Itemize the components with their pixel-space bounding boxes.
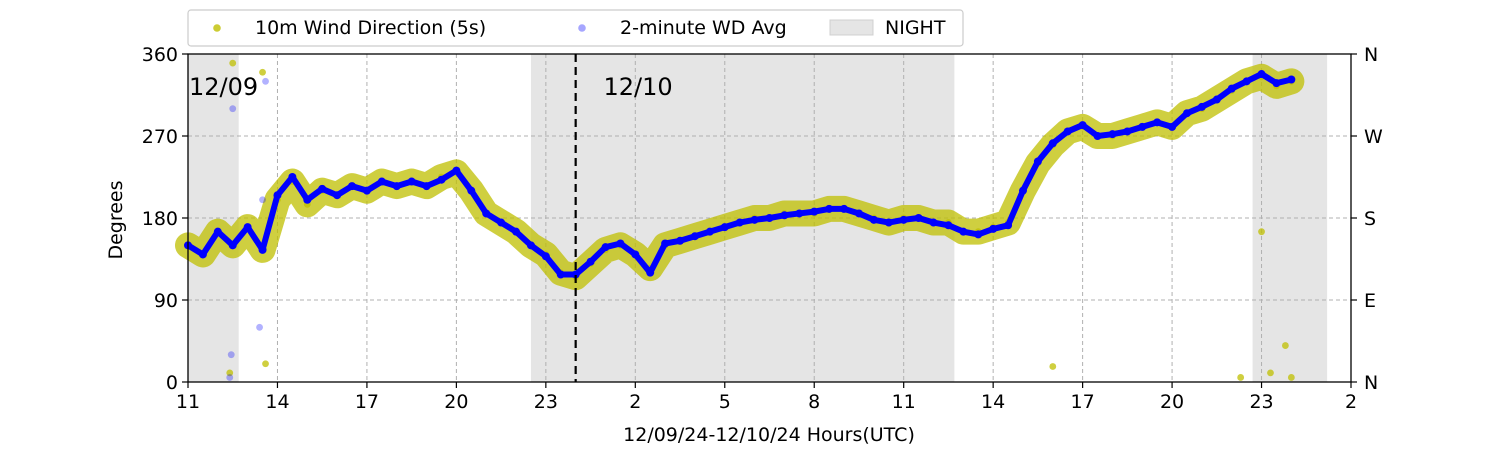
series-layer xyxy=(175,59,1305,381)
x-tick-label-11: 20 xyxy=(1160,391,1184,413)
y-tick-label-4: 360 xyxy=(142,44,178,66)
x-tick-label-10: 17 xyxy=(1071,391,1095,413)
y-tick-label-1: 90 xyxy=(154,290,178,312)
x-tick-label-12: 23 xyxy=(1249,391,1273,413)
outlier-point xyxy=(1237,374,1245,381)
outlier-point xyxy=(256,323,263,331)
outlier-point xyxy=(229,59,237,67)
outlier-point xyxy=(1267,369,1274,377)
y-tick-label-3: 270 xyxy=(142,126,178,148)
x-tick-label-7: 8 xyxy=(808,391,820,413)
x-axis-label: 12/09/24-12/10/24 Hours(UTC) xyxy=(623,424,915,446)
outlier-point xyxy=(1049,363,1057,370)
legend-box xyxy=(187,9,964,47)
date-label-0: 12/09 xyxy=(189,73,258,101)
legend-label-0: 10m Wind Direction (5s) xyxy=(255,17,486,39)
x-tick-label-5: 2 xyxy=(629,391,641,413)
right-tick-label-3: W xyxy=(1364,126,1383,148)
x-tick-label-2: 17 xyxy=(355,391,379,413)
outlier-point xyxy=(226,369,234,377)
x-tick-label-8: 11 xyxy=(892,391,916,413)
legend-marker-0 xyxy=(213,24,221,32)
x-tick-label-13: 2 xyxy=(1345,391,1357,413)
outlier-point xyxy=(259,68,266,76)
legend-swatch-2 xyxy=(829,19,874,36)
outlier-point xyxy=(1287,374,1295,381)
series-trace xyxy=(185,71,1295,278)
outlier-point xyxy=(1281,342,1289,349)
x-tick-label-9: 14 xyxy=(981,391,1005,413)
outlier-point xyxy=(259,196,266,204)
y-axis-label: Degrees xyxy=(105,180,127,259)
y-tick-label-0: 0 xyxy=(166,372,178,394)
outliers-1 xyxy=(226,77,269,381)
outliers-0 xyxy=(226,59,1295,381)
outlier-point xyxy=(227,351,235,359)
series-1 xyxy=(184,70,1296,279)
right-axis-ticks: N E S W N xyxy=(1351,44,1383,394)
date-label-layer: 12/09 12/10 xyxy=(189,73,673,101)
outlier-point xyxy=(262,360,269,368)
x-tick-label-1: 14 xyxy=(265,391,289,413)
right-tick-label-1: E xyxy=(1364,290,1376,312)
x-axis-ticks: 11 14 17 20 23 2 5 8 11 14 17 20 23 2 xyxy=(176,382,1357,413)
outlier-point xyxy=(1258,228,1265,236)
outlier-point xyxy=(229,105,237,113)
y-tick-label-2: 180 xyxy=(142,208,178,230)
legend-label-1: 2-minute WD Avg xyxy=(620,17,787,39)
right-tick-label-0: N xyxy=(1364,372,1378,394)
outlier-point xyxy=(226,374,234,381)
legend-label-2: NIGHT xyxy=(885,17,946,39)
x-tick-label-0: 11 xyxy=(176,391,200,413)
x-tick-label-4: 23 xyxy=(534,391,558,413)
x-tick-label-6: 5 xyxy=(719,391,731,413)
right-tick-label-2: S xyxy=(1364,208,1376,230)
date-label-1: 12/10 xyxy=(604,73,673,101)
outlier-point xyxy=(262,77,269,85)
legend: 10m Wind Direction (5s) 2-minute WD Avg NI… xyxy=(187,9,964,47)
x-tick-label-3: 20 xyxy=(444,391,468,413)
right-tick-label-4: N xyxy=(1364,44,1378,66)
y-axis-ticks: 0 90 180 270 360 xyxy=(142,44,188,394)
legend-marker-1 xyxy=(578,24,586,32)
